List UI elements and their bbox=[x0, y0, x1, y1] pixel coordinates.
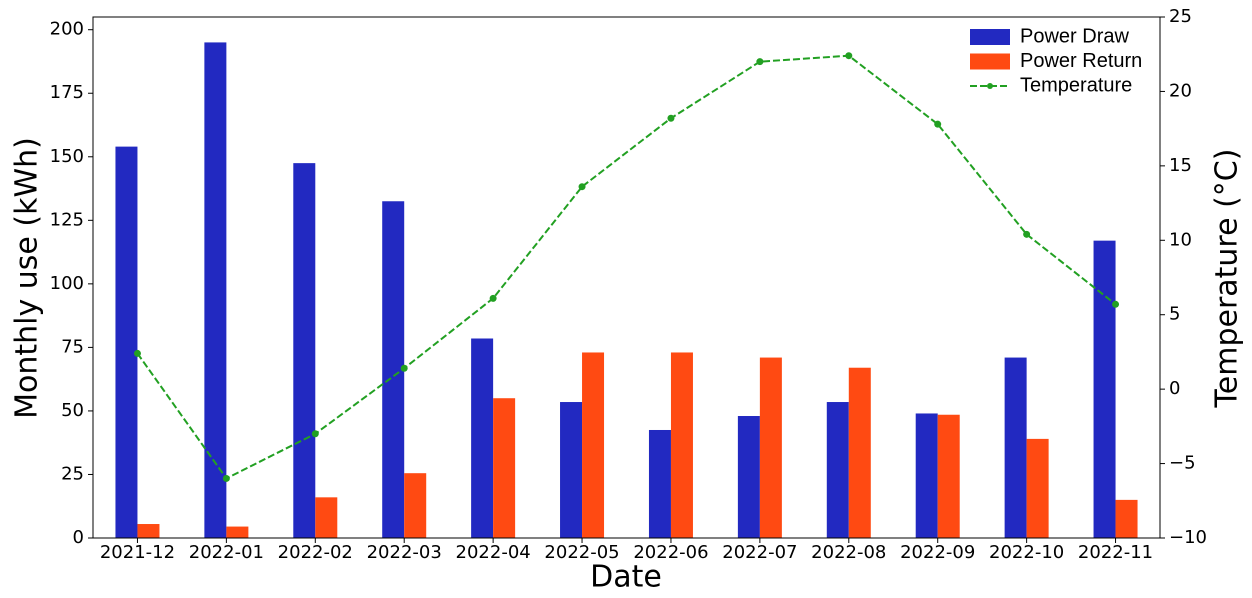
bar bbox=[759, 357, 782, 538]
bar bbox=[737, 416, 760, 538]
bar bbox=[293, 163, 316, 538]
y2-tick-label: 20 bbox=[1169, 80, 1192, 101]
bar bbox=[915, 413, 938, 538]
legend-label: Power Return bbox=[1020, 50, 1142, 72]
bar bbox=[582, 352, 605, 538]
y-tick-label: 175 bbox=[50, 82, 84, 103]
plot-frame bbox=[92, 16, 1161, 539]
y2-tick-label: 15 bbox=[1169, 155, 1192, 176]
bar bbox=[137, 524, 160, 538]
bar bbox=[1004, 357, 1027, 538]
legend-swatch bbox=[970, 29, 1010, 45]
x-tick-label: 2021-12 bbox=[100, 542, 175, 563]
temperature-point bbox=[667, 114, 675, 122]
temperature-point bbox=[222, 474, 230, 482]
y2-tick-label: 0 bbox=[1169, 378, 1180, 399]
x-tick-label: 2022-04 bbox=[456, 542, 531, 563]
x-tick-label: 2022-08 bbox=[811, 542, 886, 563]
bar bbox=[848, 367, 871, 538]
temperature-point bbox=[133, 349, 141, 357]
y-axis-label: Monthly use (kWh) bbox=[10, 137, 45, 419]
x-tick-label: 2022-10 bbox=[989, 542, 1064, 563]
bar bbox=[382, 201, 405, 538]
y2-tick-label: −5 bbox=[1169, 453, 1196, 474]
y-tick-label: 100 bbox=[50, 273, 84, 294]
temperature-point bbox=[489, 294, 497, 302]
temperature-point bbox=[311, 430, 319, 438]
x-tick-label: 2022-06 bbox=[633, 542, 708, 563]
temperature-point bbox=[400, 364, 408, 372]
bar bbox=[937, 414, 960, 538]
bar bbox=[226, 526, 249, 538]
y2-tick-label: −10 bbox=[1169, 527, 1207, 548]
bar bbox=[560, 402, 583, 538]
x-tick-label: 2022-07 bbox=[722, 542, 797, 563]
bar bbox=[1115, 499, 1138, 538]
bar bbox=[115, 146, 138, 539]
x-tick-label: 2022-09 bbox=[900, 542, 975, 563]
legend-marker bbox=[987, 83, 993, 89]
x-tick-label: 2022-03 bbox=[367, 542, 442, 563]
y2-tick-label: 5 bbox=[1169, 304, 1180, 325]
temperature-point bbox=[578, 183, 586, 191]
y-tick-label: 200 bbox=[50, 19, 84, 40]
bar bbox=[471, 338, 494, 538]
y-tick-label: 50 bbox=[61, 400, 84, 421]
bar bbox=[204, 42, 227, 538]
legend-label: Temperature bbox=[1020, 74, 1132, 96]
x-tick-label: 2022-11 bbox=[1078, 542, 1153, 563]
temperature-point bbox=[1112, 300, 1120, 308]
bar bbox=[670, 352, 693, 538]
x-tick-label: 2022-01 bbox=[189, 542, 264, 563]
temperature-line bbox=[136, 54, 1117, 480]
temperature-point bbox=[756, 58, 764, 66]
bar bbox=[493, 398, 516, 538]
temperature-point bbox=[1023, 230, 1031, 238]
temperature-point bbox=[934, 120, 942, 128]
y2-tick-label: 25 bbox=[1169, 6, 1192, 27]
x-axis-label: Date bbox=[590, 560, 662, 595]
legend-label: Power Draw bbox=[1020, 25, 1129, 47]
bar bbox=[404, 473, 427, 538]
temperature-point bbox=[845, 52, 853, 60]
x-tick-label: 2022-05 bbox=[544, 542, 619, 563]
bar bbox=[648, 429, 671, 538]
legend-swatch bbox=[970, 53, 1010, 70]
bar bbox=[315, 497, 338, 538]
y2-tick-label: 10 bbox=[1169, 229, 1192, 250]
y-tick-label: 125 bbox=[50, 209, 84, 230]
y-tick-label: 150 bbox=[50, 146, 84, 167]
y-tick-label: 75 bbox=[61, 336, 84, 357]
bar bbox=[1093, 240, 1116, 538]
x-tick-label: 2022-02 bbox=[278, 542, 353, 563]
y-tick-label: 0 bbox=[73, 527, 84, 548]
y-tick-label: 25 bbox=[61, 463, 84, 484]
bar bbox=[1026, 438, 1049, 538]
y2-axis-label: Temperature (°C) bbox=[1210, 149, 1245, 409]
bar bbox=[826, 402, 849, 538]
